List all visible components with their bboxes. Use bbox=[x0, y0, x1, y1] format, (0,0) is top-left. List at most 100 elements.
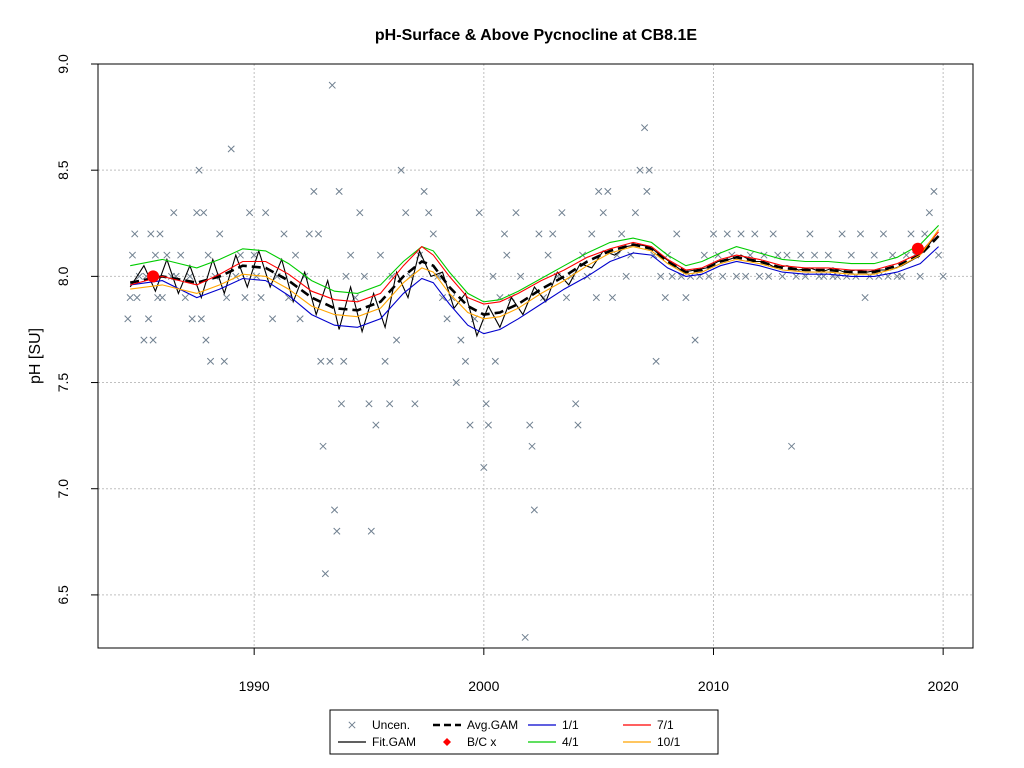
point-stroke bbox=[317, 357, 325, 365]
point-stroke bbox=[792, 272, 800, 280]
data-point-uncen bbox=[939, 272, 947, 280]
data-point-uncen bbox=[521, 633, 529, 641]
legend-label: Fit.GAM bbox=[372, 735, 416, 749]
data-point-uncen bbox=[202, 336, 210, 344]
point-stroke bbox=[921, 230, 929, 238]
data-point-uncen bbox=[719, 272, 727, 280]
data-point-uncen bbox=[668, 272, 676, 280]
point-stroke bbox=[824, 251, 832, 259]
data-point-uncen bbox=[393, 336, 401, 344]
data-point-uncen bbox=[512, 209, 520, 217]
data-point-uncen bbox=[246, 209, 254, 217]
point-stroke bbox=[737, 230, 745, 238]
data-point-uncen bbox=[592, 294, 600, 302]
point-stroke bbox=[156, 230, 164, 238]
data-point-uncen bbox=[420, 187, 428, 195]
data-point-uncen bbox=[367, 527, 375, 535]
data-point-uncen bbox=[280, 230, 288, 238]
data-point-uncen bbox=[156, 230, 164, 238]
point-stroke bbox=[425, 209, 433, 217]
data-point-uncen bbox=[188, 315, 196, 323]
legend-label: 10/1 bbox=[657, 735, 681, 749]
data-point-uncen bbox=[388, 272, 396, 280]
data-point-uncen bbox=[824, 251, 832, 259]
data-point-uncen bbox=[595, 187, 603, 195]
data-point-uncen bbox=[500, 230, 509, 238]
y-tick-label: 6.5 bbox=[55, 585, 71, 605]
point-stroke bbox=[411, 400, 419, 408]
data-point-uncen bbox=[810, 251, 819, 259]
legend-label: Avg.GAM bbox=[467, 718, 518, 732]
data-point-uncen bbox=[599, 209, 607, 217]
data-point-uncen bbox=[181, 294, 189, 302]
point-stroke bbox=[285, 294, 293, 302]
data-point-uncen bbox=[737, 230, 745, 238]
data-point-uncen bbox=[755, 272, 763, 280]
point-stroke bbox=[732, 272, 741, 280]
data-point-uncen bbox=[562, 294, 571, 302]
point-stroke bbox=[386, 400, 394, 408]
data-point-uncen bbox=[285, 294, 293, 302]
x-tick-label: 1990 bbox=[239, 678, 270, 694]
point-stroke bbox=[367, 527, 375, 535]
point-stroke bbox=[535, 230, 543, 238]
series-line-avg-gam bbox=[129, 235, 940, 316]
point-stroke bbox=[131, 230, 139, 238]
data-point-uncen bbox=[342, 272, 350, 280]
legend-item: 7/1 bbox=[623, 718, 674, 732]
y-axis-label: pH [SU] bbox=[27, 328, 44, 384]
point-stroke bbox=[539, 294, 548, 302]
point-stroke bbox=[604, 187, 612, 195]
point-stroke bbox=[549, 230, 557, 238]
point-stroke bbox=[223, 294, 231, 302]
data-point-uncen bbox=[480, 463, 488, 472]
data-point-uncen bbox=[604, 187, 612, 195]
data-point-uncen bbox=[484, 421, 492, 429]
point-stroke bbox=[705, 272, 713, 280]
point-stroke bbox=[622, 272, 630, 280]
data-point-uncen bbox=[682, 294, 690, 302]
data-point-uncen bbox=[549, 230, 557, 238]
data-point-uncen bbox=[241, 294, 249, 302]
point-stroke bbox=[517, 272, 525, 280]
data-point-uncen bbox=[365, 400, 373, 408]
point-stroke bbox=[342, 272, 350, 280]
data-point-uncen bbox=[930, 187, 938, 195]
point-stroke bbox=[482, 400, 490, 408]
point-stroke bbox=[512, 209, 520, 217]
data-point-uncen bbox=[677, 272, 685, 280]
data-point-uncen bbox=[489, 272, 497, 280]
data-point-uncen bbox=[124, 315, 132, 323]
data-point-uncen bbox=[356, 209, 364, 217]
data-point-uncen bbox=[588, 230, 596, 238]
point-stroke bbox=[709, 230, 718, 238]
point-stroke bbox=[351, 294, 359, 302]
data-point-uncen bbox=[317, 357, 325, 365]
data-point-uncen bbox=[195, 166, 203, 174]
axes: 1990 2000 2010 2020 6.5 7.0 7.5 8.0 8.5 9.0 bbox=[55, 54, 959, 694]
point-stroke bbox=[631, 209, 639, 217]
point-stroke bbox=[420, 187, 428, 195]
point-stroke bbox=[691, 336, 699, 344]
data-point-uncen bbox=[916, 272, 924, 280]
point-stroke bbox=[319, 442, 327, 450]
data-point-uncen bbox=[457, 336, 465, 344]
data-point-uncen bbox=[402, 209, 410, 217]
series-line-1-1 bbox=[130, 246, 939, 335]
point-stroke bbox=[613, 251, 621, 259]
point-stroke bbox=[847, 251, 855, 259]
data-point-uncen bbox=[461, 357, 470, 365]
point-stroke bbox=[528, 442, 536, 450]
data-point-uncen bbox=[321, 570, 329, 578]
data-point-uncen bbox=[131, 230, 139, 238]
point-stroke bbox=[381, 357, 389, 365]
data-point-uncen bbox=[751, 230, 759, 238]
point-stroke bbox=[195, 166, 203, 174]
point-stroke bbox=[652, 357, 660, 365]
point-stroke bbox=[682, 294, 690, 302]
point-stroke bbox=[875, 272, 883, 280]
point-stroke bbox=[372, 421, 380, 429]
point-stroke bbox=[330, 506, 339, 514]
point-stroke bbox=[778, 272, 786, 280]
point-stroke bbox=[126, 294, 134, 302]
